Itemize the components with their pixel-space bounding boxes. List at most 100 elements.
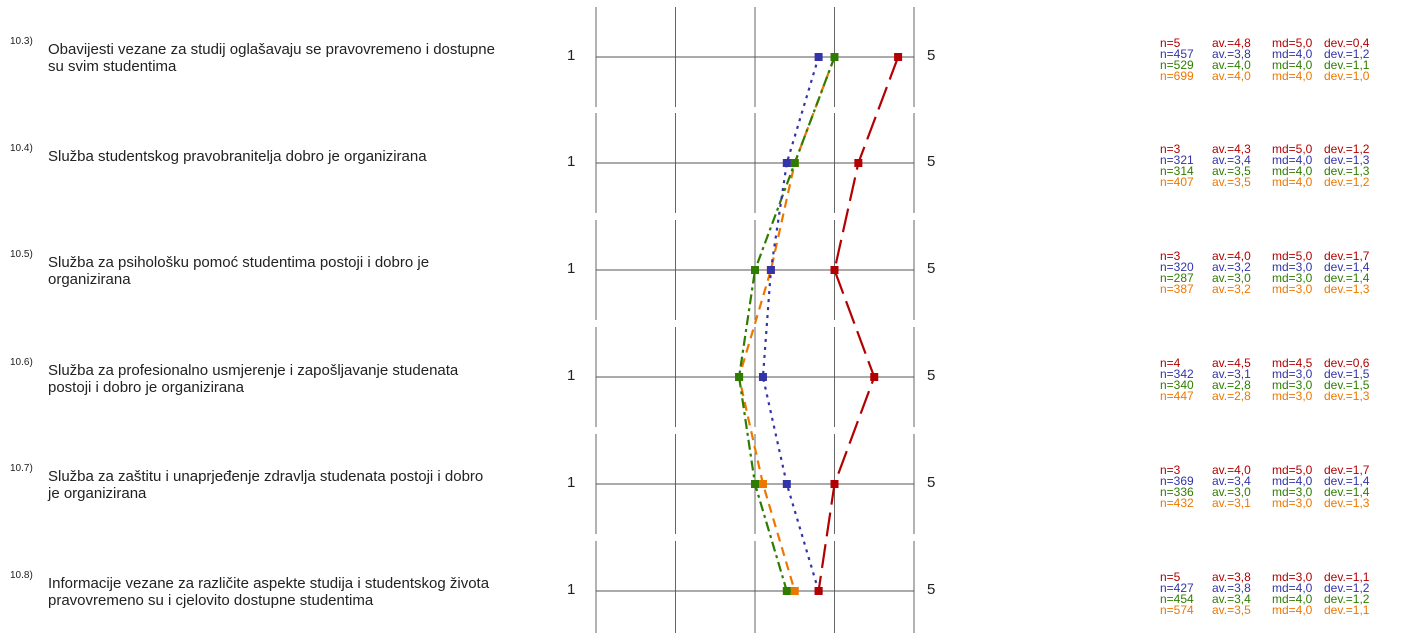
stat-n: n=574 [1160, 603, 1194, 617]
stat-dev: dev.=1,1 [1324, 603, 1370, 617]
scale-min-label: 1 [567, 367, 576, 384]
stat-md: md=5,0 [1272, 36, 1313, 50]
stat-n: n=342 [1160, 367, 1194, 381]
stat-av: av.=3,8 [1212, 581, 1251, 595]
series-line [737, 56, 836, 592]
scale-min-label: 1 [567, 47, 576, 64]
stat-av: av.=3,0 [1212, 271, 1251, 285]
data-point [758, 480, 767, 488]
stat-md: md=3,0 [1272, 496, 1313, 510]
stat-av: av.=3,5 [1212, 164, 1251, 178]
stats-row: n=529 av.=4,0 md=4,0 dev.=1,1 [1160, 58, 1370, 72]
data-point [751, 480, 759, 488]
stats-row: n=320 av.=3,2 md=3,0 dev.=1,4 [1160, 260, 1370, 274]
data-point [782, 587, 791, 595]
stats-row: n=3 av.=4,0 md=5,0 dev.=1,7 [1160, 249, 1369, 263]
stat-dev: dev.=1,4 [1324, 474, 1370, 488]
stat-dev: dev.=0,6 [1324, 356, 1370, 370]
stat-md: md=4,0 [1272, 58, 1313, 72]
stat-n: n=320 [1160, 260, 1194, 274]
stat-av: av.=3,5 [1212, 603, 1251, 617]
stat-dev: dev.=1,2 [1324, 581, 1370, 595]
data-point [854, 159, 863, 167]
scale-min-label: 1 [567, 260, 576, 277]
stat-md: md=5,0 [1272, 249, 1313, 263]
data-point [735, 373, 744, 381]
stat-av: av.=3,8 [1212, 570, 1251, 584]
stat-dev: dev.=1,5 [1324, 378, 1370, 392]
data-point [758, 373, 767, 381]
question-number: 10.8) [10, 570, 33, 581]
stat-av: av.=3,2 [1212, 282, 1251, 296]
stats-row: n=287 av.=3,0 md=3,0 dev.=1,4 [1160, 271, 1369, 285]
stat-md: md=4,0 [1272, 581, 1313, 595]
stat-dev: dev.=1,2 [1324, 47, 1370, 61]
stats-row: n=427 av.=3,8 md=4,0 dev.=1,2 [1160, 581, 1370, 595]
question-number: 10.3) [10, 36, 33, 47]
stat-md: md=4,0 [1272, 164, 1313, 178]
stats-row: n=699 av.=4,0 md=4,0 dev.=1,0 [1160, 69, 1370, 83]
stat-dev: dev.=1,5 [1324, 367, 1370, 381]
stat-av: av.=3,5 [1212, 175, 1251, 189]
data-point [766, 266, 775, 274]
data-point [830, 266, 839, 274]
stat-n: n=3 [1160, 142, 1181, 156]
stat-n: n=457 [1160, 47, 1194, 61]
stat-md: md=4,0 [1272, 603, 1313, 617]
scale-min-label: 1 [567, 581, 576, 598]
stat-av: av.=3,1 [1212, 496, 1251, 510]
stat-n: n=321 [1160, 153, 1194, 167]
stats-row: n=387 av.=3,2 md=3,0 dev.=1,3 [1160, 282, 1369, 296]
stats-row: n=4 av.=4,5 md=4,5 dev.=0,6 [1160, 356, 1370, 370]
data-point [814, 587, 823, 595]
question-text: Služba za psihološku pomoć studentima po… [48, 254, 430, 288]
stat-md: md=4,0 [1272, 592, 1313, 606]
stat-av: av.=2,8 [1212, 378, 1251, 392]
stat-dev: dev.=1,2 [1324, 142, 1370, 156]
stat-dev: dev.=1,1 [1324, 570, 1370, 584]
data-point [782, 159, 791, 167]
scale-max-label: 5 [927, 153, 936, 170]
stat-md: md=4,0 [1272, 474, 1313, 488]
stat-dev: dev.=1,1 [1324, 58, 1370, 72]
stat-av: av.=3,0 [1212, 485, 1251, 499]
question-text: Informacije vezane za različite aspekte … [48, 575, 490, 609]
stat-dev: dev.=1,0 [1324, 69, 1370, 83]
stat-md: md=3,0 [1272, 389, 1313, 403]
stat-md: md=3,0 [1272, 378, 1313, 392]
stat-n: n=387 [1160, 282, 1194, 296]
data-point [790, 587, 799, 595]
stats-block: n=3 av.=4,0 md=5,0 dev.=1,7 n=320 av.=3,2 md=3… [1160, 249, 1370, 296]
stat-md: md=3,0 [1272, 282, 1313, 296]
stats-row: n=407 av.=3,5 md=4,0 dev.=1,2 [1160, 175, 1370, 189]
stat-dev: dev.=1,7 [1324, 463, 1370, 477]
stat-dev: dev.=1,3 [1324, 496, 1370, 510]
stat-av: av.=4,5 [1212, 356, 1251, 370]
stats-block: n=4 av.=4,5 md=4,5 dev.=0,6 n=342 av.=3,1 md=3… [1160, 356, 1370, 403]
data-point [894, 53, 903, 61]
stats-row: n=321 av.=3,4 md=4,0 dev.=1,3 [1160, 153, 1369, 167]
stat-dev: dev.=1,4 [1324, 260, 1370, 274]
stats-row: n=447 av.=2,8 md=3,0 dev.=1,3 [1160, 389, 1369, 403]
scale-min-label: 1 [567, 474, 576, 491]
data-point [782, 480, 791, 488]
stat-dev: dev.=1,2 [1324, 175, 1370, 189]
stats-row: n=3 av.=4,3 md=5,0 dev.=1,2 [1160, 142, 1370, 156]
stat-n: n=454 [1160, 592, 1194, 606]
stat-md: md=4,5 [1272, 356, 1313, 370]
stat-av: av.=3,4 [1212, 592, 1251, 606]
scale-max-label: 5 [927, 260, 936, 277]
scale-min-label: 1 [567, 153, 576, 170]
stats-row: n=336 av.=3,0 md=3,0 dev.=1,4 [1160, 485, 1369, 499]
stat-n: n=427 [1160, 581, 1194, 595]
stat-av: av.=4,8 [1212, 36, 1251, 50]
stats-row: n=574 av.=3,5 md=4,0 dev.=1,1 [1160, 603, 1370, 617]
data-point [814, 53, 823, 61]
scale-max-label: 5 [927, 581, 936, 598]
series-line [737, 56, 836, 592]
stat-md: md=3,0 [1272, 367, 1313, 381]
question-number: 10.6) [10, 357, 33, 368]
question-text: Služba studentskog pravobranitelja dobro… [48, 148, 427, 165]
stat-av: av.=4,3 [1212, 142, 1251, 156]
